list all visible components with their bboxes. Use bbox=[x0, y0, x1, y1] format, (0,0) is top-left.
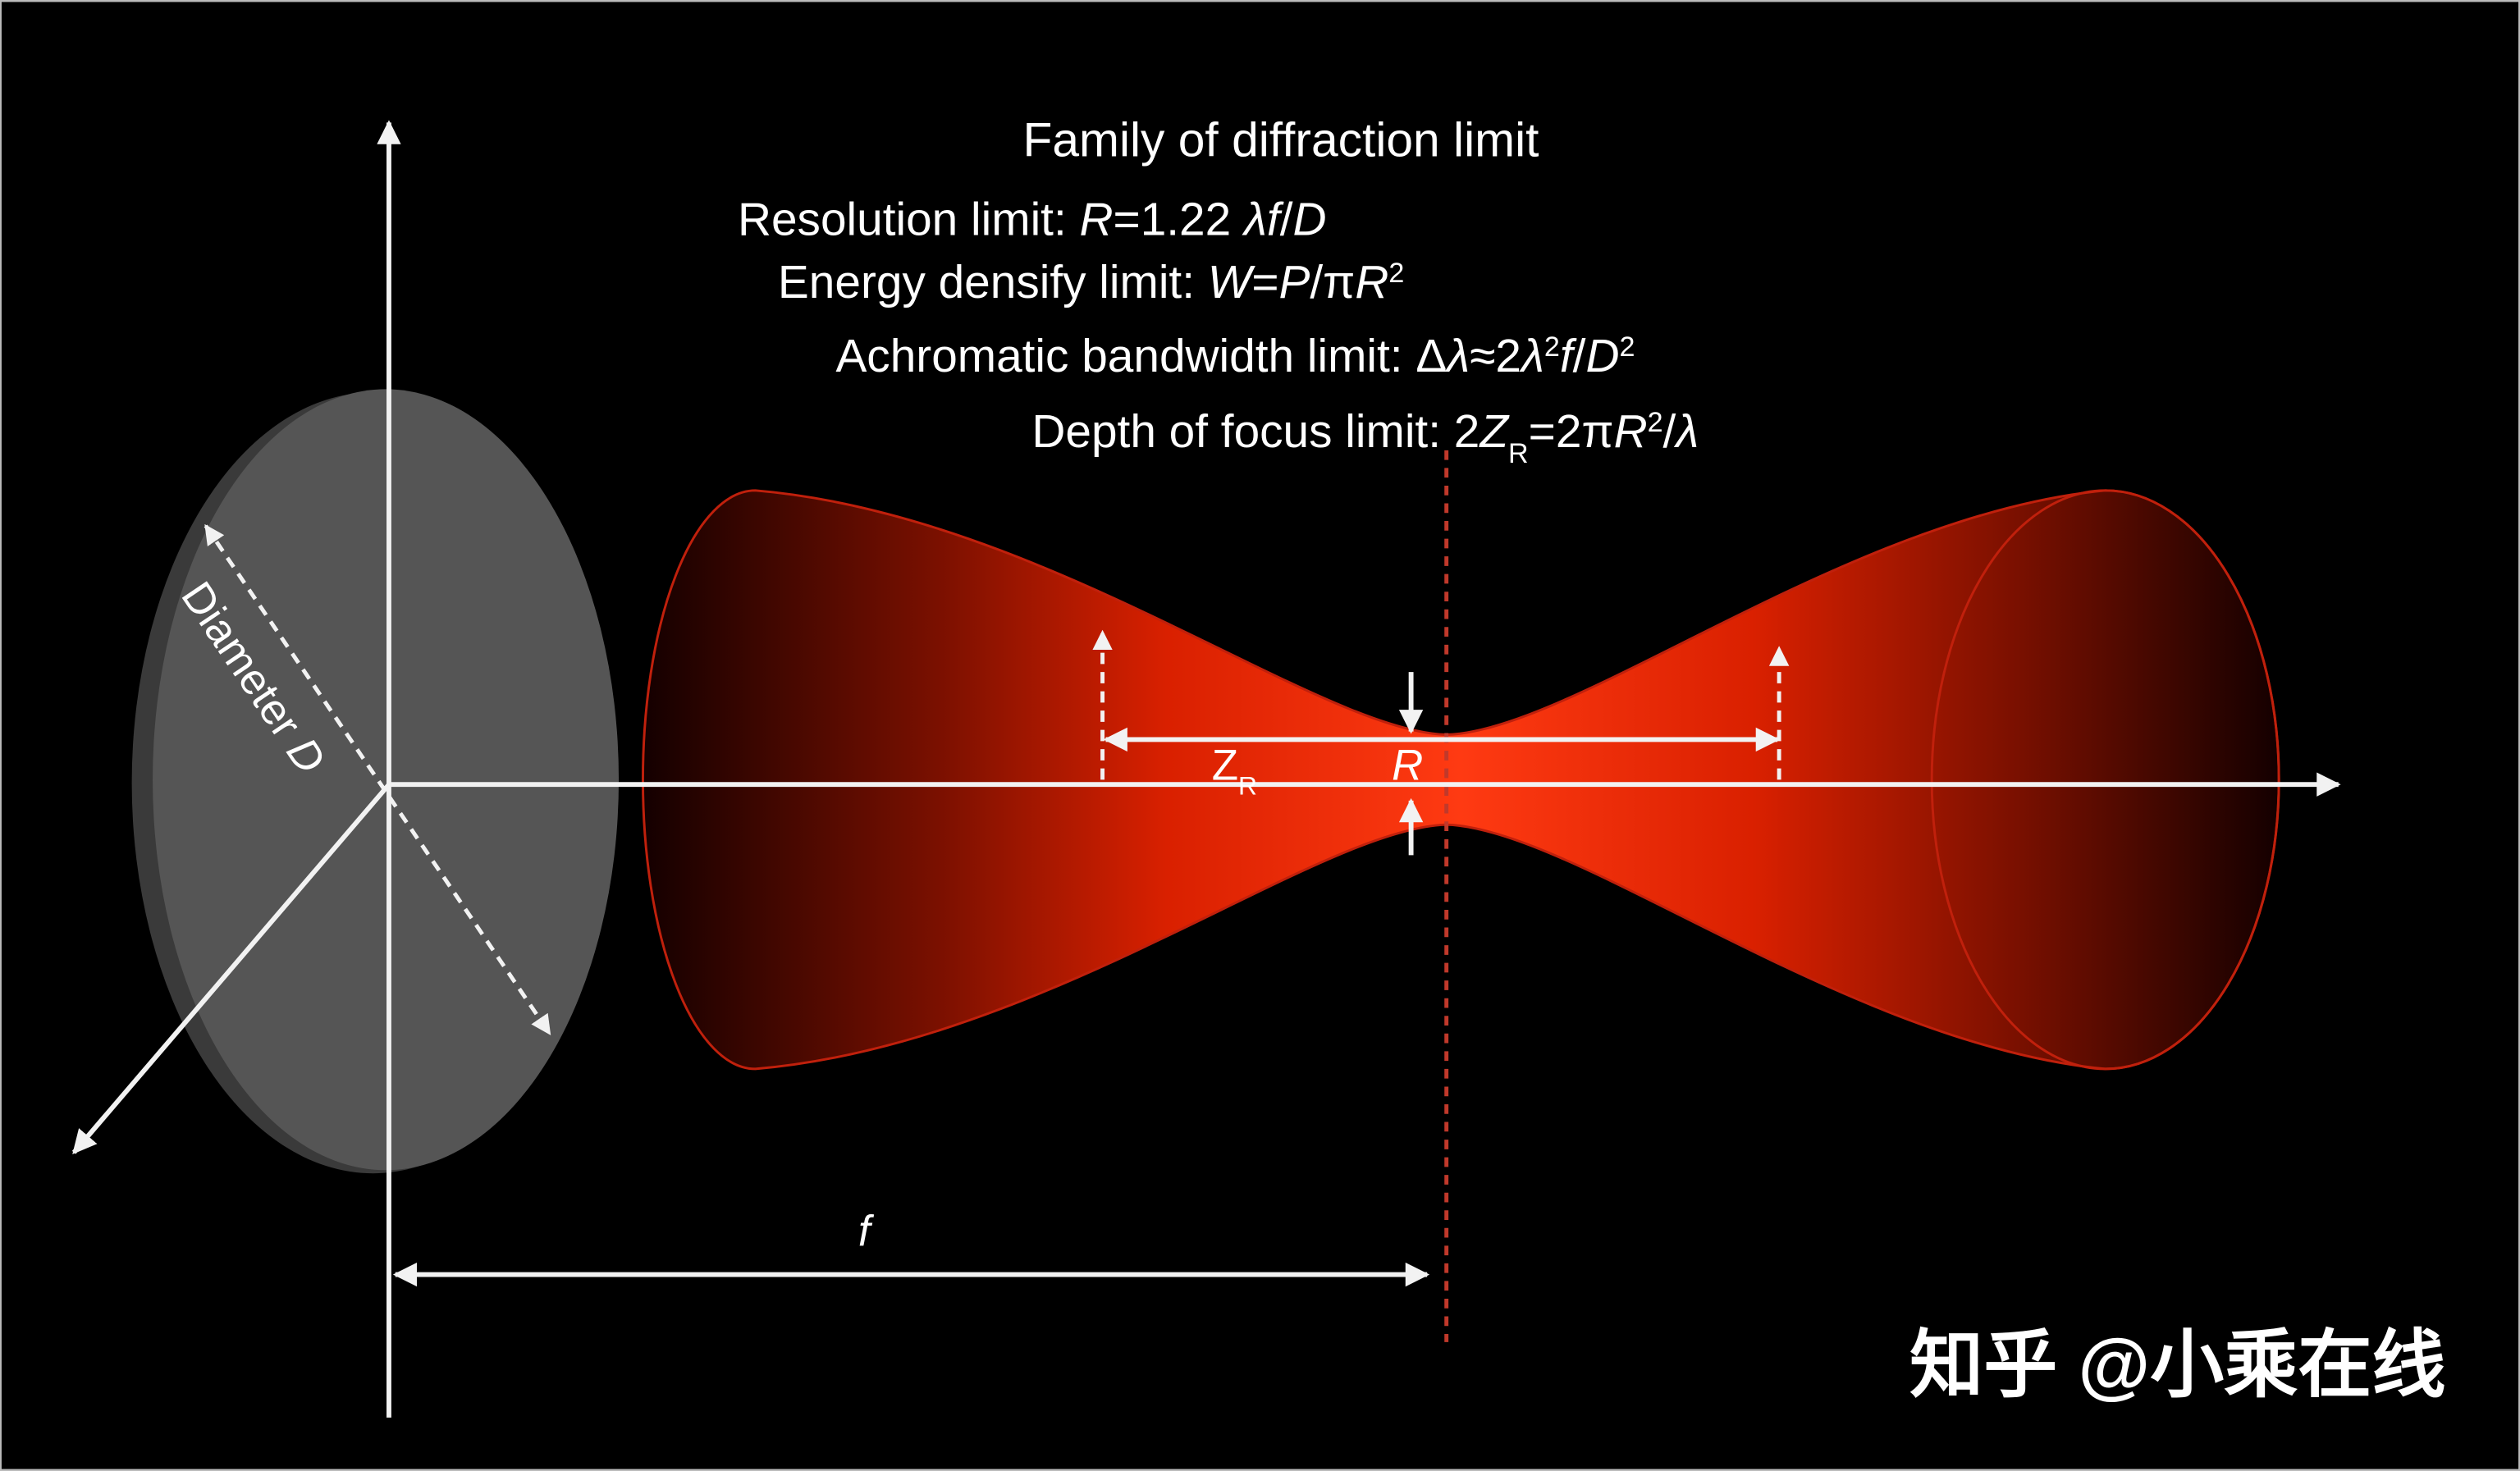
formula-part: 2 bbox=[1619, 331, 1635, 363]
formula-label: Resolution limit: bbox=[738, 194, 1080, 245]
formula-label: Achromatic bandwidth limit: bbox=[835, 331, 1415, 382]
formula-part: =2π bbox=[1529, 406, 1614, 458]
formula-part: Z bbox=[1478, 406, 1510, 458]
formula-part: /π bbox=[1310, 257, 1355, 308]
formula-part: R bbox=[1355, 257, 1388, 308]
formula-label: Depth of focus limit: bbox=[1031, 406, 1453, 458]
formula-part: R bbox=[1080, 194, 1114, 245]
formula: Resolution limit: R=1.22 λf/D bbox=[738, 194, 1327, 245]
formula-part: R bbox=[1614, 406, 1648, 458]
formula-part: λ bbox=[1673, 406, 1699, 458]
formula-part: R bbox=[1508, 438, 1529, 469]
rayleigh-label: ZR bbox=[1212, 741, 1257, 800]
formula-part: λf bbox=[1242, 194, 1284, 245]
formula-part: 2 bbox=[1648, 407, 1663, 438]
formula: Depth of focus limit: 2ZR=2πR2/λ bbox=[1031, 406, 1699, 469]
diameter-arrow bbox=[204, 523, 551, 1035]
formula-part: Δ bbox=[1415, 331, 1447, 382]
formula: Energy densify limit: W=P/πR2 bbox=[778, 257, 1404, 308]
formula-part: D bbox=[1293, 194, 1327, 245]
radius-label: R bbox=[1392, 741, 1423, 789]
formula-part: λ bbox=[1519, 331, 1544, 382]
formula: Achromatic bandwidth limit: Δλ≈2λ2f/D2 bbox=[835, 331, 1635, 382]
formula-part: R bbox=[1392, 741, 1423, 789]
formula-part: 2 bbox=[1544, 331, 1560, 363]
formula-part: 2 bbox=[1454, 406, 1480, 458]
formula-part: / bbox=[1663, 406, 1676, 458]
watermark: 知乎 @小乘在线 bbox=[1909, 1324, 2445, 1407]
formula-part: D bbox=[1585, 331, 1619, 382]
formula-part: P bbox=[1279, 257, 1310, 308]
lens bbox=[153, 389, 620, 1171]
formula-part: / bbox=[1573, 331, 1586, 382]
formula-part: = bbox=[1251, 257, 1278, 308]
formula-part: / bbox=[1280, 194, 1293, 245]
formula-part: R bbox=[1238, 770, 1257, 800]
title: Family of diffraction limit bbox=[1022, 113, 1539, 167]
formula-part: f bbox=[1560, 331, 1577, 382]
formula-part: 2 bbox=[1388, 258, 1404, 289]
formula-part: W bbox=[1208, 257, 1256, 308]
formula-label: Energy densify limit: bbox=[778, 257, 1208, 308]
formula-part: ≈2 bbox=[1470, 331, 1521, 382]
formula-part: Z bbox=[1212, 741, 1238, 789]
formula-part: λ bbox=[1444, 331, 1470, 382]
beam-end bbox=[1930, 489, 2280, 1071]
formula-part: =1.22 bbox=[1114, 194, 1244, 245]
